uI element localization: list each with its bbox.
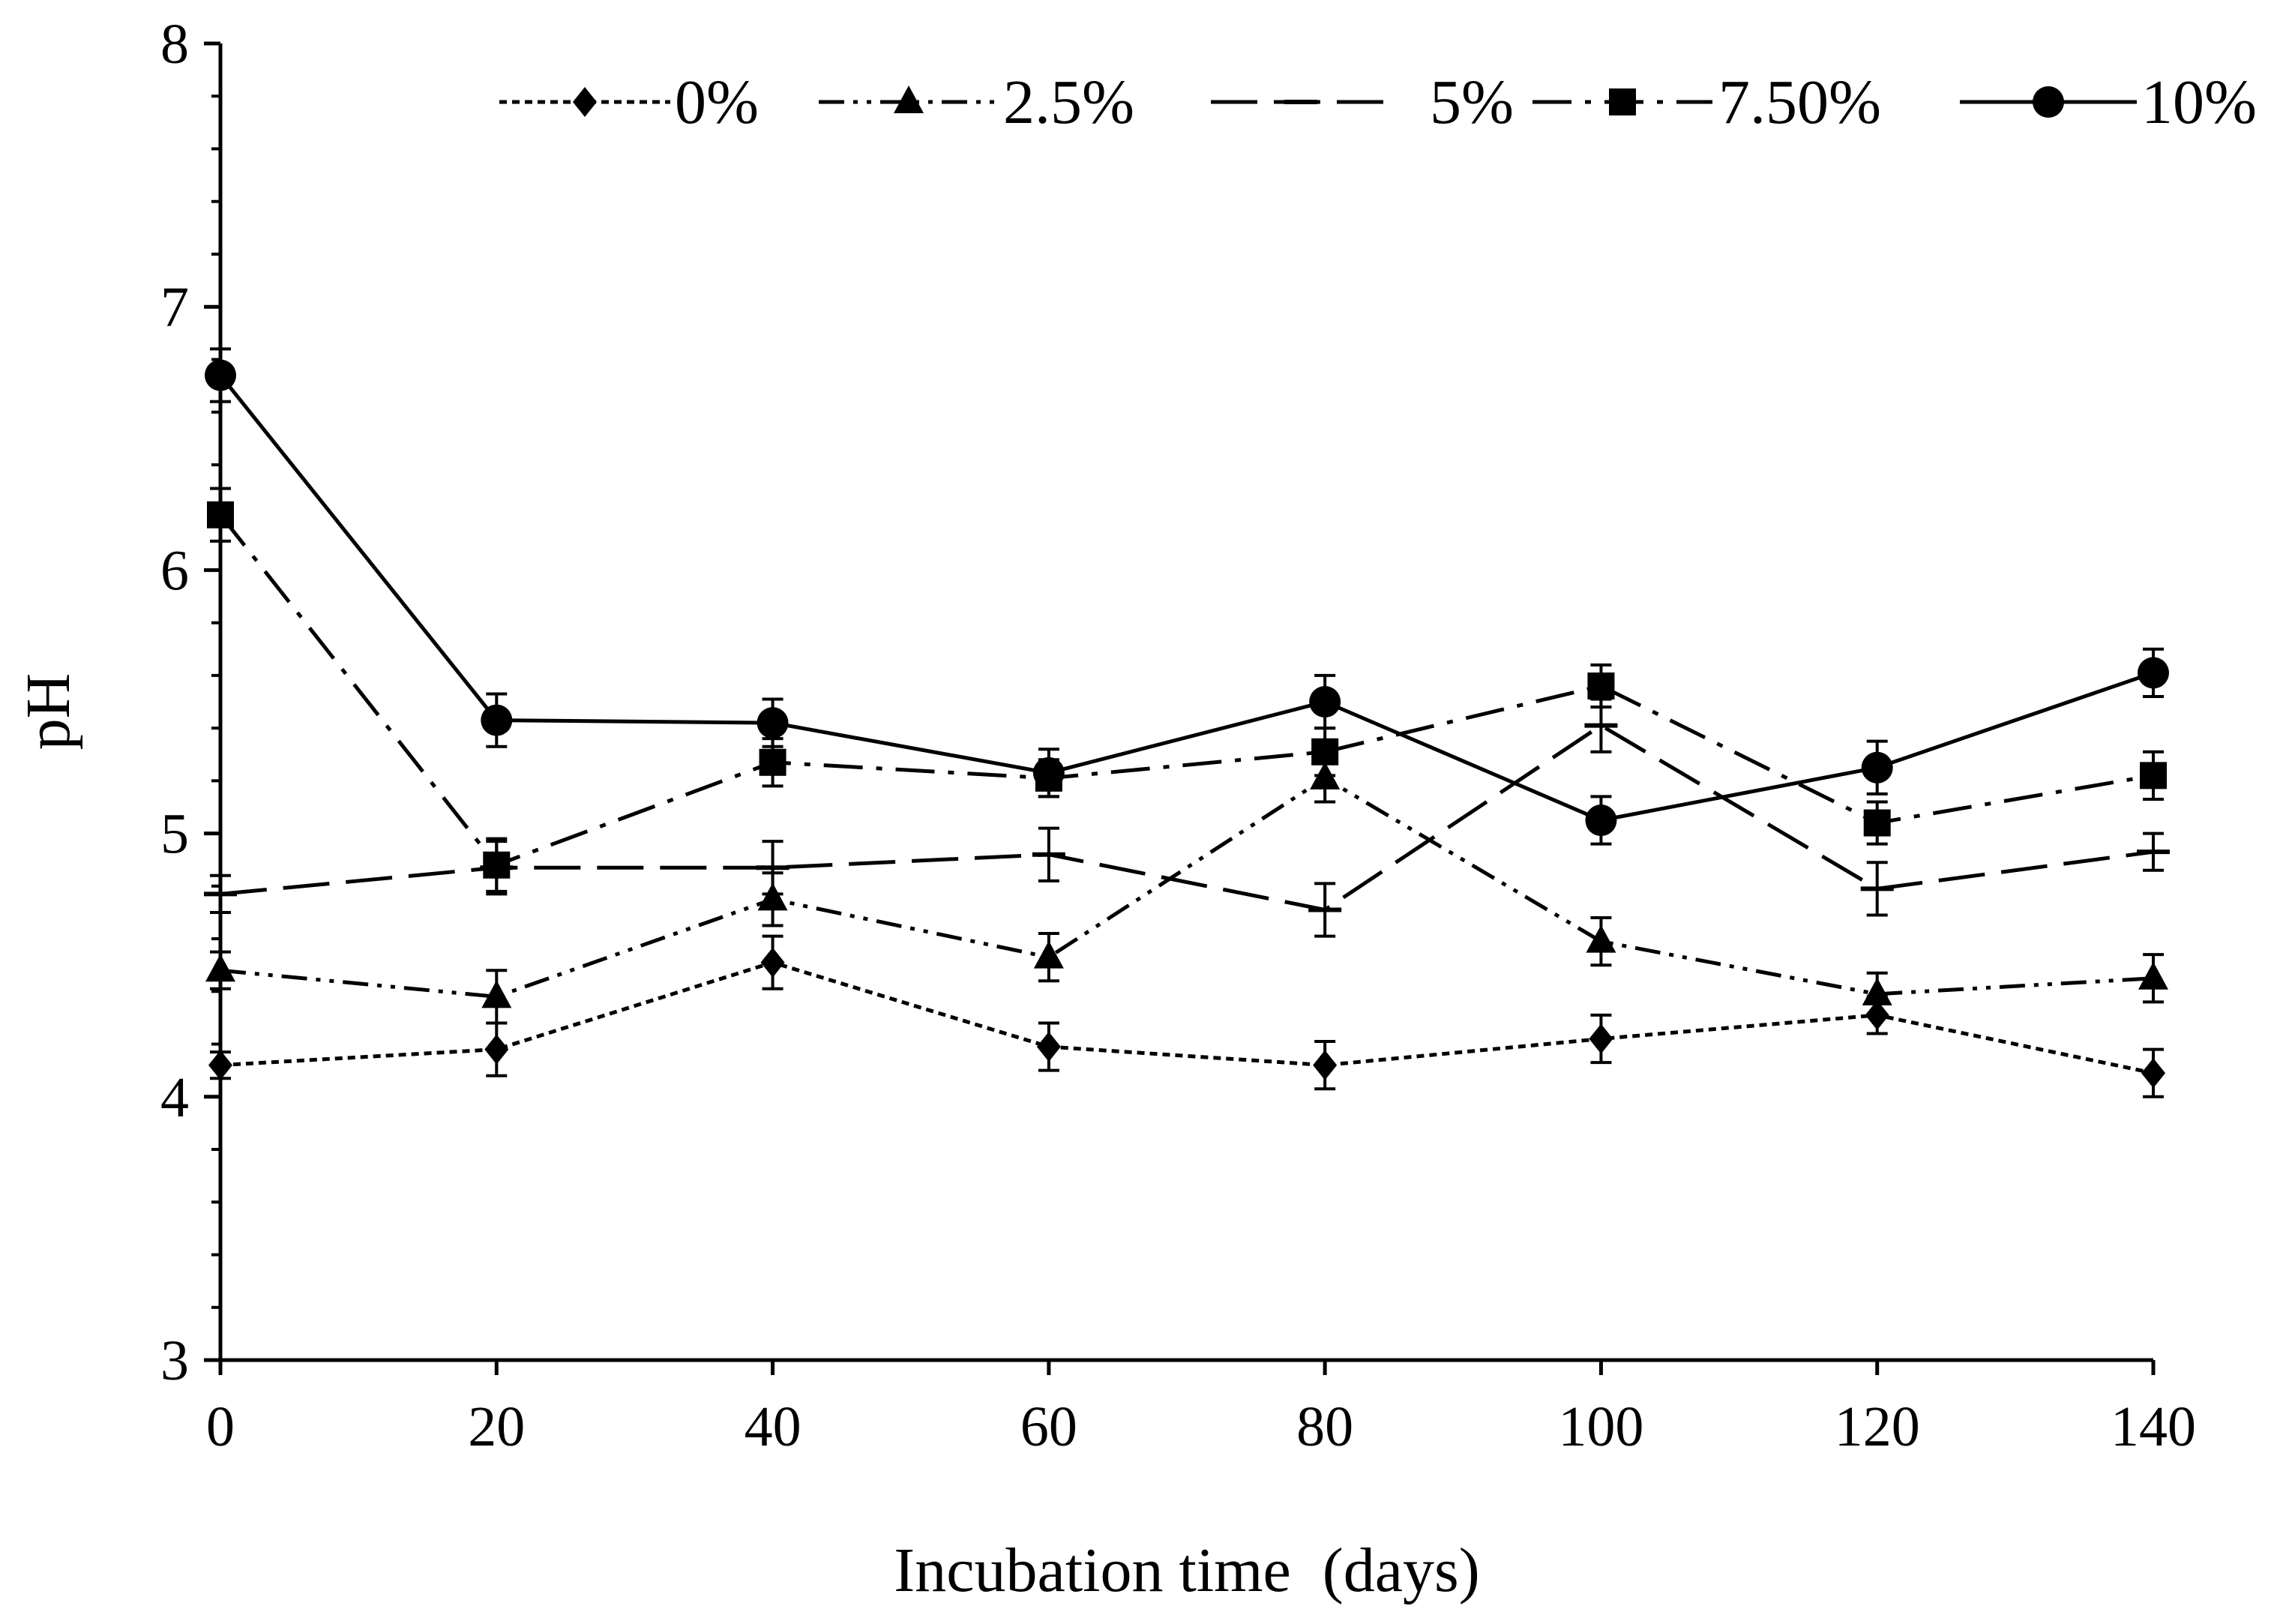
- data-point: [1311, 738, 1339, 766]
- legend-entry: 2.5%: [819, 67, 1134, 137]
- x-tick-label: 20: [468, 1395, 525, 1458]
- series-5%: [204, 697, 2170, 938]
- series-line: [220, 724, 2154, 912]
- data-point: [1586, 924, 1616, 953]
- data-point: [1863, 809, 1891, 837]
- data-point: [1036, 1032, 1061, 1062]
- data-point: [1033, 940, 1064, 969]
- data-point: [205, 954, 235, 982]
- data-point: [757, 882, 788, 911]
- data-point: [483, 851, 511, 879]
- legend-entry: 7.50%: [1532, 67, 1881, 137]
- data-point: [208, 1050, 232, 1080]
- series-7.50%: [207, 487, 2167, 893]
- y-tick-label: 7: [160, 276, 189, 339]
- series-line: [220, 776, 2154, 999]
- series-line: [219, 373, 2154, 822]
- x-tick-label: 120: [1835, 1395, 1920, 1458]
- series-line: [219, 514, 2154, 867]
- legend-label: 7.50%: [1718, 67, 1881, 137]
- x-tick-label: 60: [1020, 1395, 1077, 1458]
- x-tick-label: 140: [2111, 1395, 2196, 1458]
- series-line: [220, 960, 2154, 1075]
- data-point: [1587, 672, 1615, 700]
- data-point: [1313, 1050, 1338, 1080]
- legend-marker: [573, 87, 597, 117]
- data-point: [207, 501, 234, 529]
- legend-label: 0%: [675, 67, 759, 137]
- x-tick-label: 0: [206, 1395, 235, 1458]
- data-point: [1032, 757, 1065, 789]
- series-0%: [208, 934, 2165, 1098]
- y-tick-label: 6: [160, 539, 189, 602]
- x-axis-title: Incubation time (days): [894, 1536, 1479, 1605]
- data-point: [2140, 762, 2167, 790]
- data-point: [1585, 805, 1617, 837]
- y-axis-title: pH: [13, 673, 83, 751]
- y-tick-label: 3: [160, 1329, 189, 1392]
- legend-entry: 0%: [499, 67, 759, 137]
- data-point: [484, 1034, 509, 1065]
- data-point: [1862, 977, 1892, 1005]
- data-point: [2141, 1058, 2165, 1089]
- legend-entry: 5%: [1211, 67, 1514, 137]
- data-point: [759, 748, 786, 776]
- legend-label: 10%: [2141, 67, 2257, 137]
- data-point: [1861, 751, 1893, 784]
- x-tick-label: 80: [1296, 1395, 1353, 1458]
- data-point: [757, 707, 789, 739]
- x-tick-label: 100: [1558, 1395, 1643, 1458]
- data-point: [1309, 686, 1341, 718]
- legend: 0% 2.5% 5% 7.50% 10%: [499, 67, 2257, 137]
- data-point: [2138, 961, 2168, 990]
- y-tick-label: 4: [160, 1066, 189, 1129]
- series-layer: [204, 347, 2170, 1098]
- legend-label: 5%: [1430, 67, 1514, 137]
- data-point: [481, 704, 513, 736]
- series-10%: [205, 347, 2169, 846]
- x-tick-label: 40: [745, 1395, 801, 1458]
- data-point: [760, 947, 785, 978]
- legend-marker: [2033, 86, 2064, 118]
- legend-entry: 10%: [1960, 67, 2257, 137]
- data-point: [481, 980, 512, 1008]
- data-point: [1589, 1023, 1613, 1054]
- legend-marker: [1609, 88, 1636, 115]
- data-point: [2138, 657, 2169, 689]
- y-tick-label: 5: [160, 803, 189, 866]
- legend-label: 2.5%: [1003, 67, 1134, 137]
- y-tick-label: 8: [160, 13, 189, 76]
- data-point: [205, 359, 236, 391]
- legend-marker: [894, 85, 924, 113]
